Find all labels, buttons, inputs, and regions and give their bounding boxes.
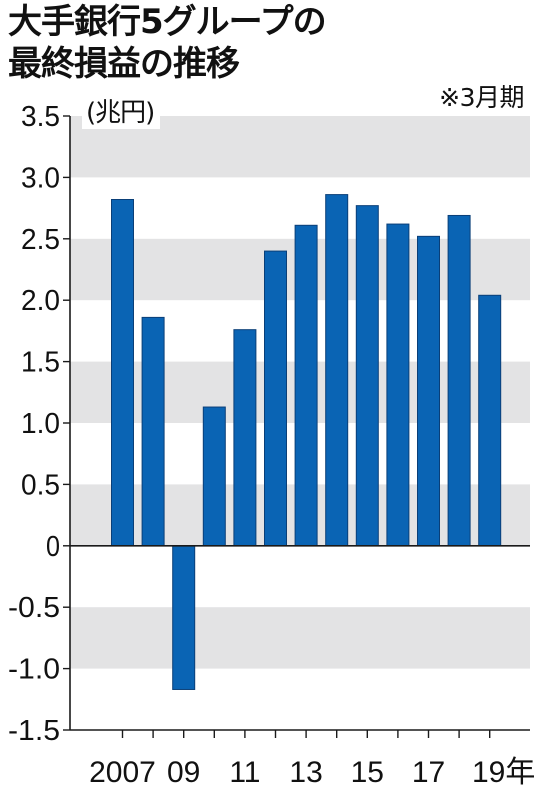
y-tick-label: 1.5 (21, 347, 60, 379)
x-tick-label: 15 (351, 756, 384, 789)
y-axis-unit-label: (兆円) (82, 92, 161, 129)
x-tick-label: 11 (229, 756, 260, 789)
y-tick-label: 3.0 (21, 162, 60, 194)
y-tick-label: -0.5 (8, 592, 60, 624)
chart-title-line-2: 最終損益の推移 (8, 44, 240, 84)
y-tick-label: 1.0 (21, 408, 60, 440)
x-tick-label: 17 (412, 756, 445, 789)
bar-14 (325, 194, 349, 547)
bar-19 (478, 294, 502, 547)
y-tick-label: 2.0 (21, 285, 60, 317)
bar-09 (172, 545, 196, 690)
bar-18 (447, 214, 471, 547)
bar-15 (355, 205, 379, 547)
bar-08 (141, 316, 165, 547)
bar-13 (294, 224, 318, 547)
fiscal-year-note: ※3月期 (439, 83, 524, 112)
bar-16 (386, 223, 410, 547)
y-tick-label: 2.5 (21, 224, 60, 256)
bar-2007 (111, 199, 134, 547)
y-tick-label: 0.5 (21, 469, 60, 501)
bar-11 (233, 329, 257, 547)
x-tick-label: 09 (167, 756, 200, 789)
x-tick-label: 13 (289, 756, 322, 789)
y-tick-label: -1.5 (8, 715, 60, 747)
y-tick-label: 3.5 (21, 101, 60, 133)
bar-12 (264, 250, 287, 547)
bar-17 (417, 235, 440, 547)
x-tick-label: 19年 (472, 756, 535, 789)
chart-title-line-1: 大手銀行5グループの (8, 2, 327, 42)
x-tick-label: 2007 (89, 756, 156, 789)
grid-band (70, 607, 530, 669)
y-tick-label: -1.0 (8, 654, 60, 686)
bar-10 (202, 406, 226, 547)
y-tick-label: 0 (46, 531, 60, 563)
